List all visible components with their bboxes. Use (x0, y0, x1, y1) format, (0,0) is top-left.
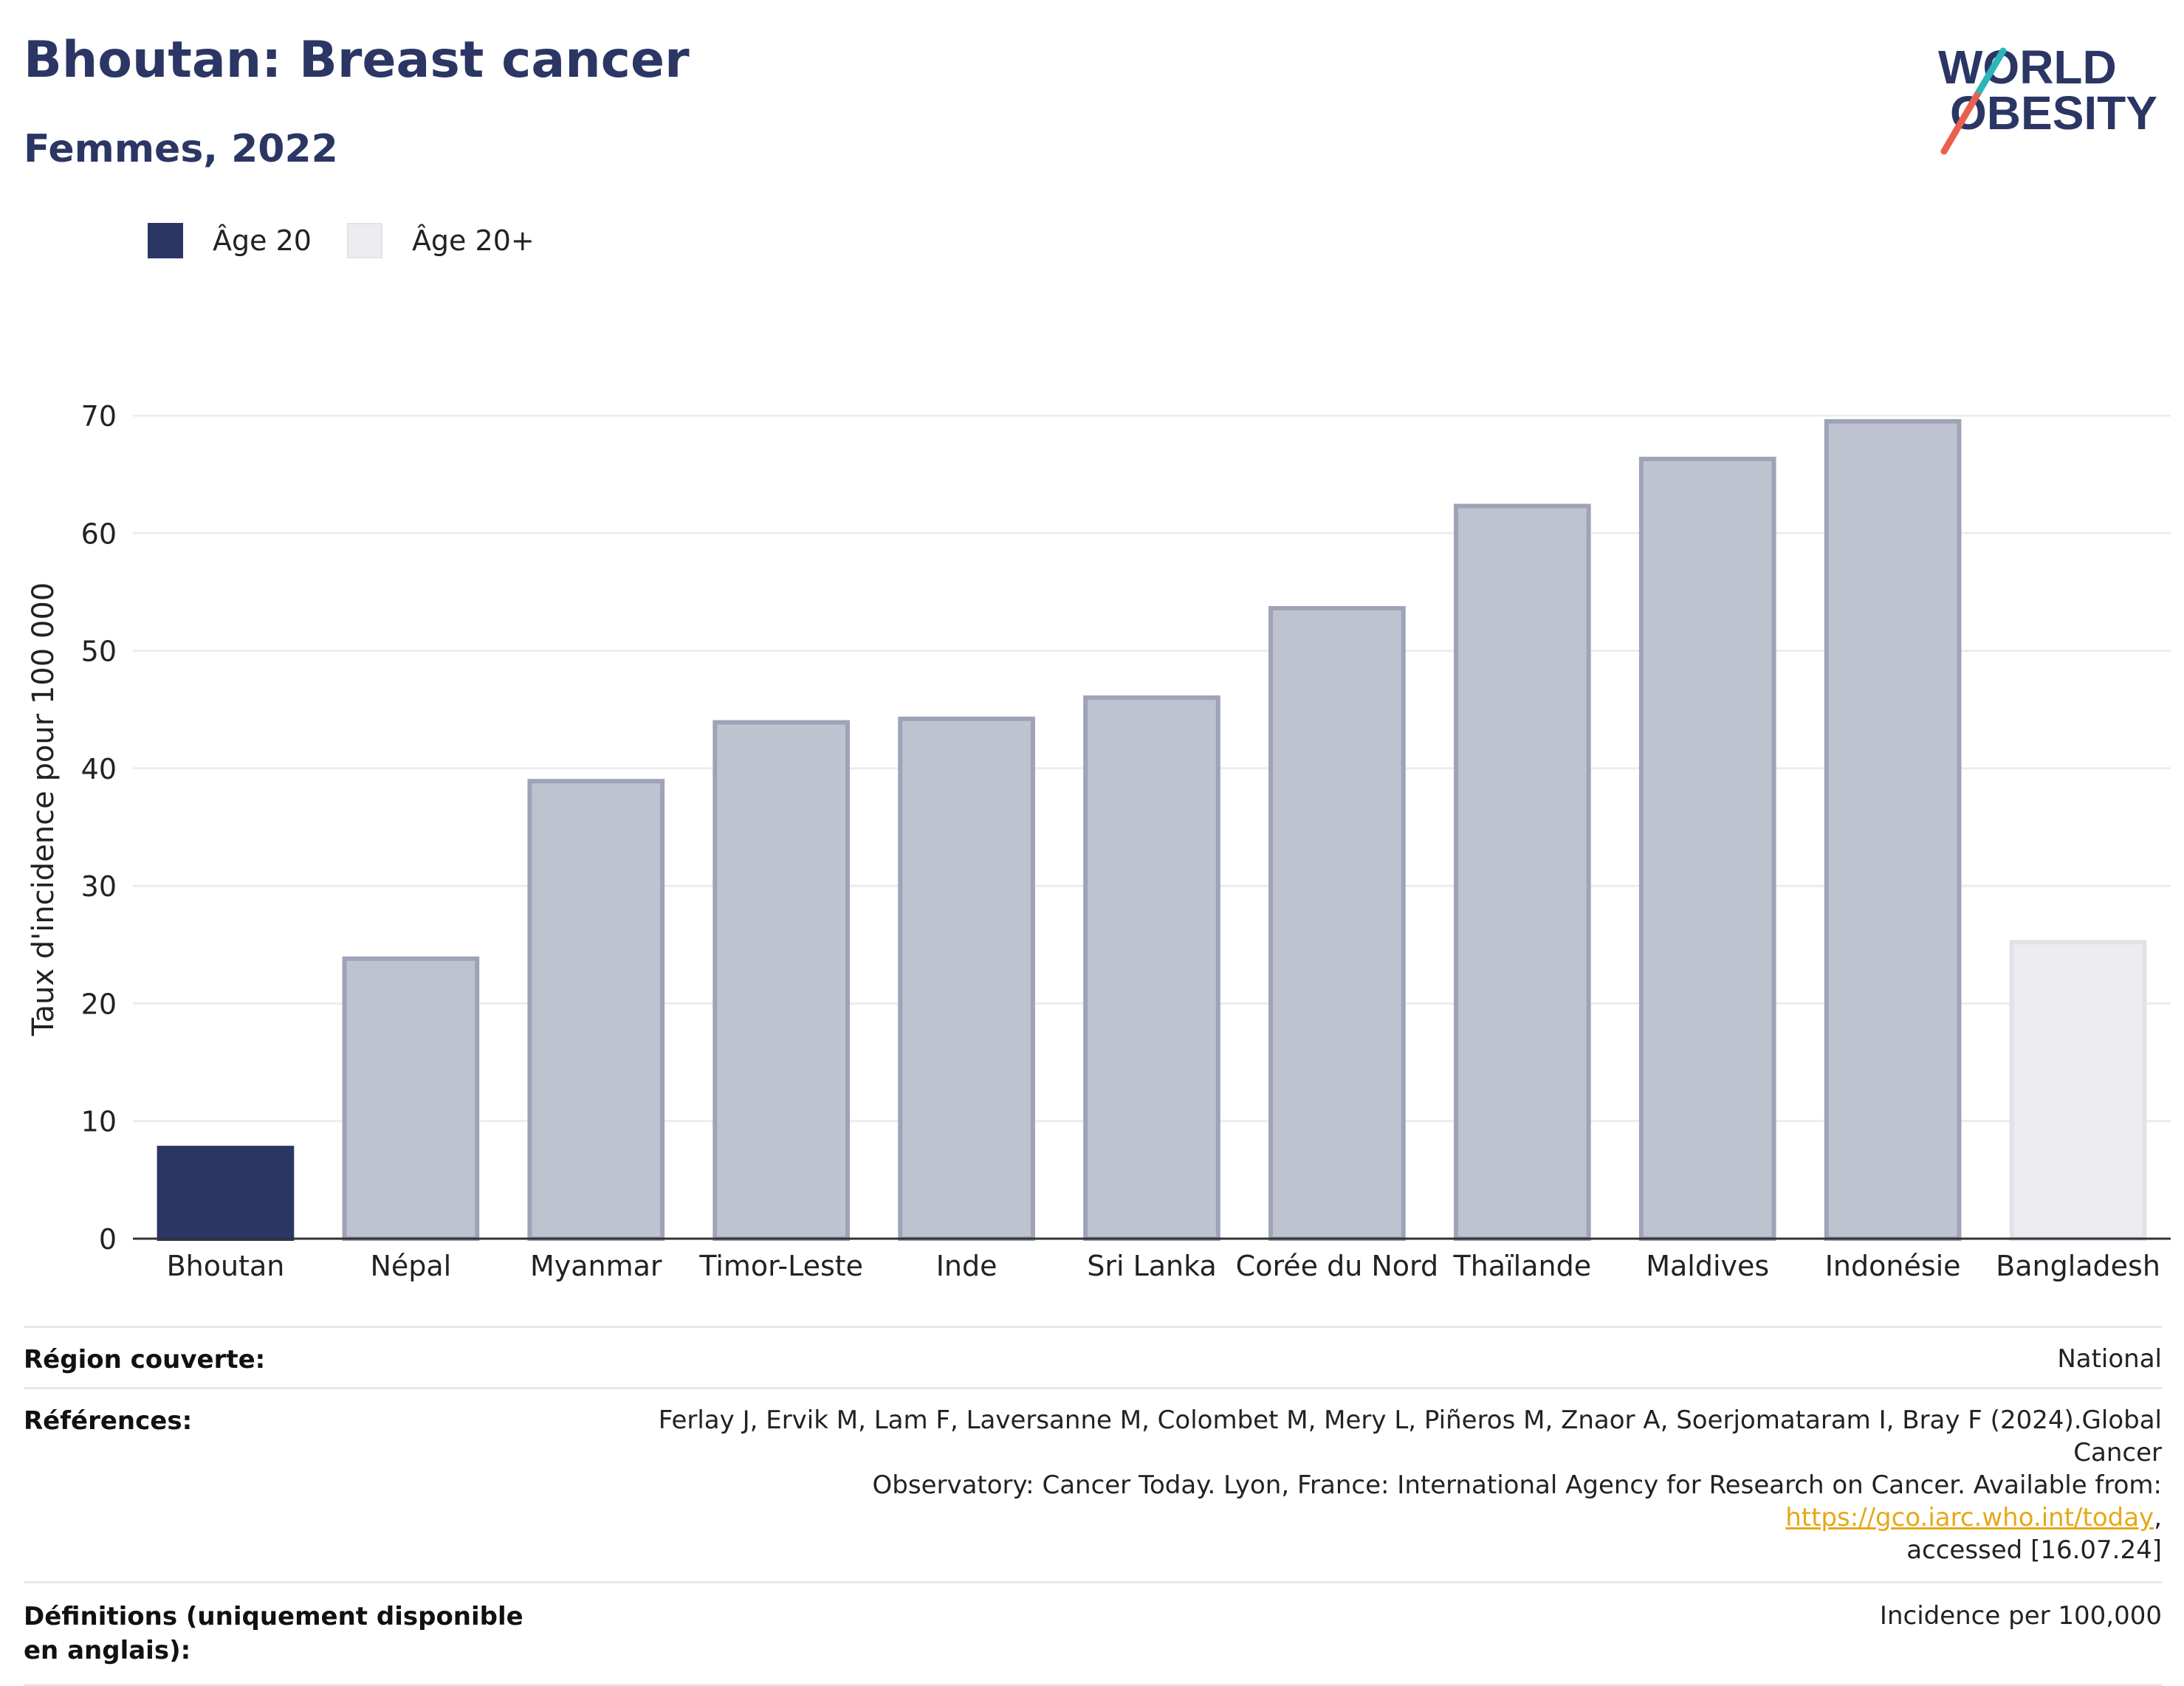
x-tick-label: Bhoutan (167, 1250, 285, 1282)
bar-bangladesh[interactable] (2009, 940, 2147, 1242)
legend-label-age20: Âge 20 (213, 224, 312, 257)
y-tick-label: 60 (81, 517, 117, 550)
definitions-value: Incidence per 100,000 (1879, 1601, 2162, 1631)
bar-sri-lanka[interactable] (1083, 695, 1220, 1241)
x-tick-label: Maldives (1646, 1250, 1769, 1282)
references-value: Ferlay J, Ervik M, Lam F, Laversanne M, … (574, 1404, 2162, 1566)
y-tick-labels: 0 10 20 30 40 50 60 70 (81, 400, 117, 1256)
bar-chart: 0 10 20 30 40 50 60 70 Bhoutan Népal Myanmar Timor… (27, 400, 2171, 1282)
definitions-row: Définitions (uniquement disponible en an… (24, 1581, 2162, 1686)
references-comma: , (2154, 1503, 2162, 1532)
x-tick-label: Inde (936, 1250, 997, 1282)
region-row: Région couverte: National (24, 1326, 2162, 1387)
svg-text:OBESITY: OBESITY (1950, 86, 2157, 140)
y-tick-label: 0 (99, 1223, 117, 1256)
page-title: Bhoutan: Breast cancer (24, 31, 690, 89)
info-table: Région couverte: National Références: Fe… (24, 1326, 2162, 1686)
references-link[interactable]: https://gco.iarc.who.int/today (1785, 1503, 2154, 1532)
x-tick-label: Bangladesh (1996, 1250, 2160, 1282)
bar-maldives[interactable] (1638, 456, 1776, 1241)
y-tick-label: 20 (81, 988, 117, 1020)
references-line-1: Ferlay J, Ervik M, Lam F, Laversanne M, … (658, 1405, 2162, 1467)
bar-timor-leste[interactable] (712, 720, 851, 1241)
bar-inde[interactable] (898, 716, 1035, 1241)
page-subtitle: Femmes, 2022 (24, 127, 338, 171)
x-tick-label: Myanmar (530, 1250, 662, 1282)
chart-legend: Âge 20 Âge 20+ (148, 221, 570, 260)
definitions-label: Définitions (uniquement disponible en an… (24, 1602, 523, 1665)
x-tick-label: Thaïlande (1453, 1250, 1592, 1282)
y-tick-label: 40 (81, 753, 117, 785)
legend-item-age20plus[interactable]: Âge 20+ (346, 223, 535, 258)
world-obesity-logo: WORLD OBESITY (1938, 41, 2157, 155)
references-text: Observatory: Cancer Today. Lyon, France:… (872, 1470, 2162, 1500)
region-value: National (2057, 1344, 2162, 1374)
y-tick-label: 30 (81, 870, 117, 903)
y-tick-label: 10 (81, 1106, 117, 1138)
references-line-2: Observatory: Cancer Today. Lyon, France:… (574, 1469, 2162, 1534)
legend-swatch-age20 (148, 223, 183, 258)
x-tick-label: Indonésie (1825, 1250, 1961, 1282)
legend-label-age20plus: Âge 20+ (411, 224, 535, 257)
bar-n-pal[interactable] (342, 956, 480, 1241)
y-axis-label: Taux d'incidence pour 100 000 (27, 582, 61, 1036)
x-tick-labels: Bhoutan Népal Myanmar Timor-Leste Inde Sri La… (167, 1250, 2160, 1282)
x-tick-label: Sri Lanka (1087, 1250, 1217, 1282)
references-row: Références: Ferlay J, Ervik M, Lam F, La… (24, 1387, 2162, 1581)
references-label: Références: (24, 1406, 193, 1436)
svg-text:WORLD: WORLD (1938, 41, 2117, 94)
legend-item-age20[interactable]: Âge 20 (148, 223, 312, 258)
region-label: Région couverte: (24, 1345, 266, 1374)
bar-myanmar[interactable] (527, 779, 665, 1241)
y-tick-label: 50 (81, 636, 117, 668)
bar-cor-e-du-nord[interactable] (1268, 606, 1406, 1241)
y-tick-label: 70 (81, 400, 117, 433)
x-tick-label: Timor-Leste (698, 1250, 863, 1282)
bar-tha-lande[interactable] (1453, 503, 1591, 1241)
bar-indon-sie[interactable] (1824, 419, 1962, 1241)
x-tick-label: Corée du Nord (1236, 1250, 1438, 1282)
bars (157, 419, 2147, 1242)
legend-swatch-age20plus (346, 223, 382, 258)
x-tick-label: Népal (370, 1250, 451, 1282)
bar-bhoutan[interactable] (157, 1146, 295, 1242)
references-line-3: accessed [16.07.24] (1906, 1535, 2162, 1565)
